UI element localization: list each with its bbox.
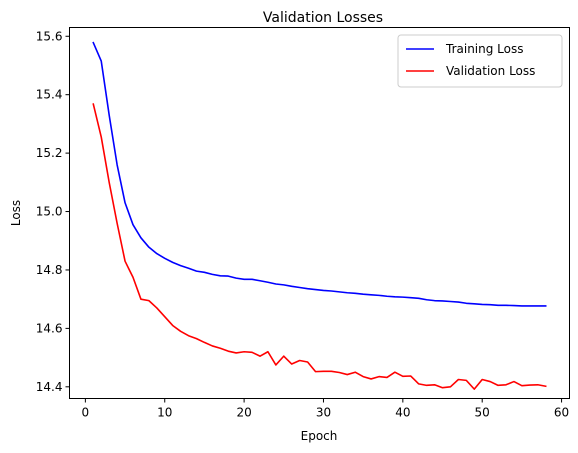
y-tick-label: 14.4: [36, 380, 63, 394]
series-line-validation-loss: [92, 103, 547, 390]
y-tick-label: 15.0: [36, 205, 63, 219]
y-tick-label: 15.2: [36, 146, 63, 160]
x-axis: 0 10 20 30 40 50 60: [82, 398, 569, 420]
x-axis-label: Epoch: [301, 429, 338, 443]
x-tick-label: 40: [395, 406, 410, 420]
chart-title: Validation Losses: [263, 10, 383, 26]
x-tick-label: 10: [157, 406, 172, 420]
x-tick-label: 0: [82, 406, 90, 420]
x-tick-label: 60: [554, 406, 569, 420]
y-tick-label: 14.8: [36, 263, 63, 277]
legend-box: [397, 34, 563, 88]
y-tick-label: 15.4: [36, 88, 63, 102]
x-tick-label: 50: [475, 406, 490, 420]
axes-frame: [69, 27, 570, 399]
y-tick-label: 15.6: [36, 29, 63, 43]
legend-label-training-loss: Training Loss: [445, 42, 523, 56]
y-axis-label: Loss: [9, 200, 23, 226]
y-axis: 14.4 14.6 14.8 15.0 15.2 15.4 15.6: [36, 29, 70, 394]
legend: Training Loss Validation Loss: [397, 34, 563, 88]
legend-label-validation-loss: Validation Loss: [446, 64, 535, 78]
series-layer: [92, 41, 547, 390]
y-tick-label: 14.6: [36, 321, 63, 335]
x-tick-label: 20: [236, 406, 251, 420]
x-tick-label: 30: [316, 406, 331, 420]
series-line-training-loss: [92, 41, 547, 307]
